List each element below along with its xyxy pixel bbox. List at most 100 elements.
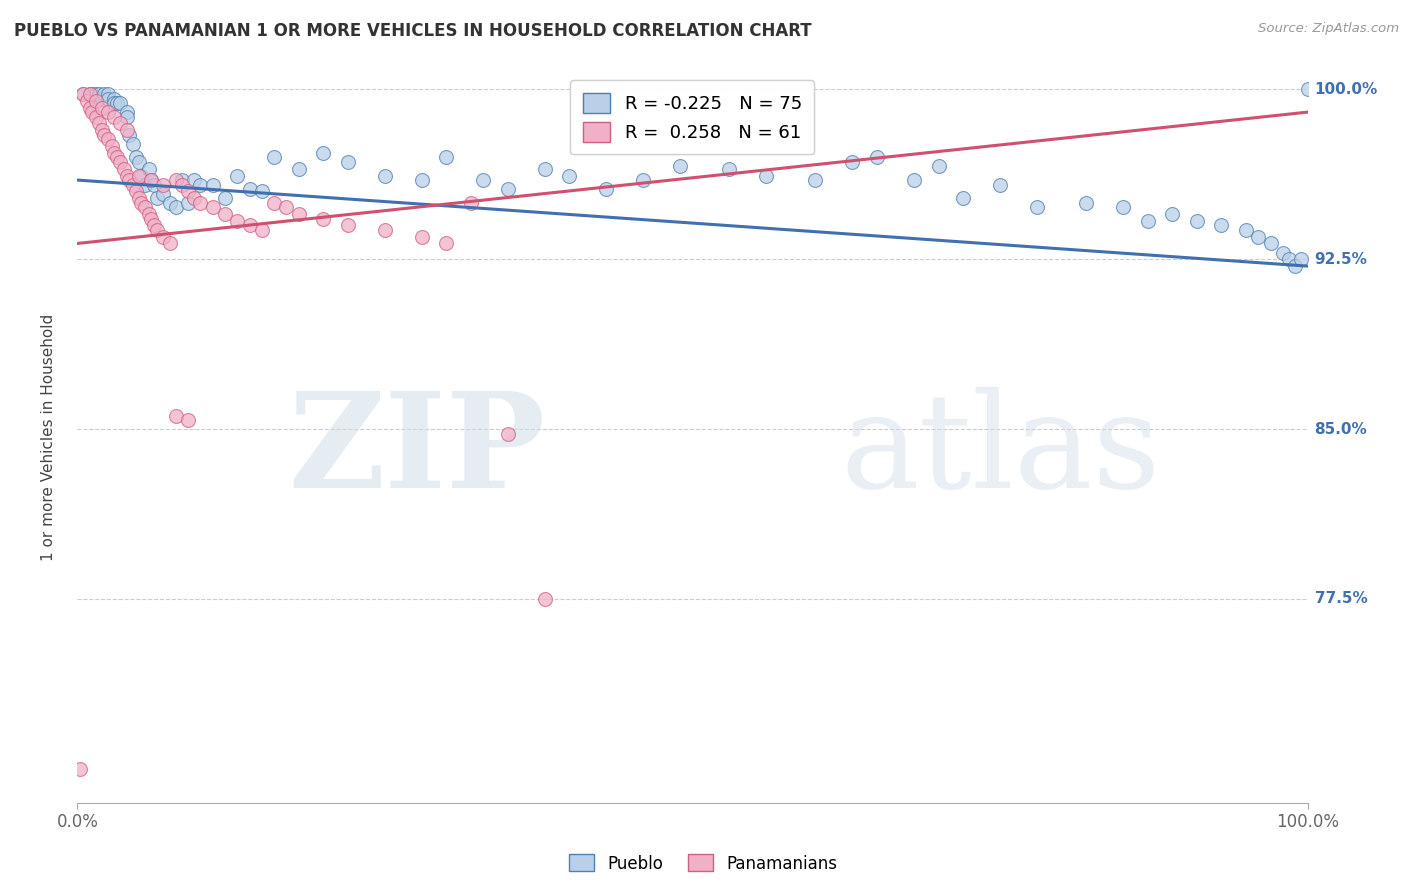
- Point: [903, 173, 925, 187]
- Point: [1260, 236, 1282, 251]
- Point: [89, 87, 111, 101]
- Point: [121, 136, 143, 151]
- Point: [496, 182, 519, 196]
- Point: [288, 161, 311, 176]
- Point: [804, 173, 827, 187]
- Point: [128, 169, 150, 183]
- Point: [952, 191, 974, 205]
- Point: [76, 94, 98, 108]
- Point: [159, 236, 181, 251]
- Point: [129, 169, 153, 183]
- Point: [141, 173, 163, 187]
- Point: [146, 191, 169, 205]
- Point: [1234, 223, 1257, 237]
- Point: [84, 87, 107, 101]
- Point: [79, 87, 101, 101]
- Point: [142, 178, 165, 192]
- Point: [142, 219, 165, 233]
- Text: 100.0%: 100.0%: [1315, 82, 1378, 97]
- Point: [374, 223, 396, 237]
- Point: [103, 96, 125, 111]
- Point: [496, 426, 519, 441]
- Point: [110, 155, 132, 169]
- Legend: Pueblo, Panamanians: Pueblo, Panamanians: [562, 847, 844, 880]
- Point: [841, 155, 863, 169]
- Text: Source: ZipAtlas.com: Source: ZipAtlas.com: [1258, 22, 1399, 36]
- Point: [436, 236, 458, 251]
- Point: [288, 207, 311, 221]
- Point: [110, 116, 132, 130]
- Point: [276, 200, 298, 214]
- Point: [1136, 214, 1159, 228]
- Point: [82, 105, 104, 120]
- Point: [165, 173, 187, 187]
- Point: [69, 762, 91, 776]
- Point: [188, 178, 212, 192]
- Point: [1185, 214, 1208, 228]
- Point: [558, 169, 581, 183]
- Point: [201, 200, 224, 214]
- Point: [110, 96, 132, 111]
- Point: [138, 161, 160, 176]
- Point: [188, 195, 212, 210]
- Text: 85.0%: 85.0%: [1315, 422, 1368, 437]
- Point: [93, 128, 115, 142]
- Point: [337, 155, 360, 169]
- Point: [411, 173, 433, 187]
- Point: [84, 110, 107, 124]
- Point: [97, 132, 120, 146]
- Point: [250, 185, 273, 199]
- Point: [152, 178, 174, 192]
- Point: [112, 161, 135, 176]
- Point: [183, 191, 205, 205]
- Point: [534, 161, 557, 176]
- Point: [239, 219, 262, 233]
- Point: [534, 592, 557, 607]
- Point: [633, 173, 655, 187]
- Point: [90, 101, 114, 115]
- Point: [595, 182, 617, 196]
- Text: atlas: atlas: [841, 387, 1160, 516]
- Point: [263, 150, 285, 164]
- Point: [152, 229, 174, 244]
- Point: [177, 195, 200, 210]
- Point: [141, 173, 163, 187]
- Point: [177, 185, 200, 199]
- Point: [103, 110, 125, 124]
- Text: 92.5%: 92.5%: [1315, 252, 1368, 267]
- Y-axis label: 1 or more Vehicles in Household: 1 or more Vehicles in Household: [42, 313, 56, 561]
- Point: [93, 87, 115, 101]
- Point: [115, 110, 138, 124]
- Point: [177, 413, 200, 427]
- Point: [1272, 245, 1295, 260]
- Point: [141, 211, 163, 226]
- Point: [128, 155, 150, 169]
- Point: [312, 145, 335, 160]
- Point: [103, 91, 125, 105]
- Point: [90, 91, 114, 105]
- Point: [214, 191, 236, 205]
- Point: [374, 169, 396, 183]
- Point: [79, 101, 101, 115]
- Point: [97, 105, 120, 120]
- Point: [472, 173, 495, 187]
- Point: [159, 195, 181, 210]
- Point: [337, 219, 360, 233]
- Point: [928, 160, 950, 174]
- Point: [125, 150, 148, 164]
- Point: [118, 128, 141, 142]
- Point: [128, 191, 150, 205]
- Point: [1284, 259, 1306, 273]
- Point: [201, 178, 224, 192]
- Point: [1076, 195, 1098, 210]
- Point: [146, 223, 169, 237]
- Point: [226, 169, 249, 183]
- Legend: R = -0.225   N = 75, R =  0.258   N = 61: R = -0.225 N = 75, R = 0.258 N = 61: [571, 80, 814, 154]
- Point: [411, 229, 433, 244]
- Point: [669, 160, 692, 174]
- Point: [1291, 252, 1313, 267]
- Point: [90, 123, 114, 137]
- Point: [125, 185, 148, 199]
- Point: [250, 223, 273, 237]
- Text: 77.5%: 77.5%: [1315, 591, 1368, 607]
